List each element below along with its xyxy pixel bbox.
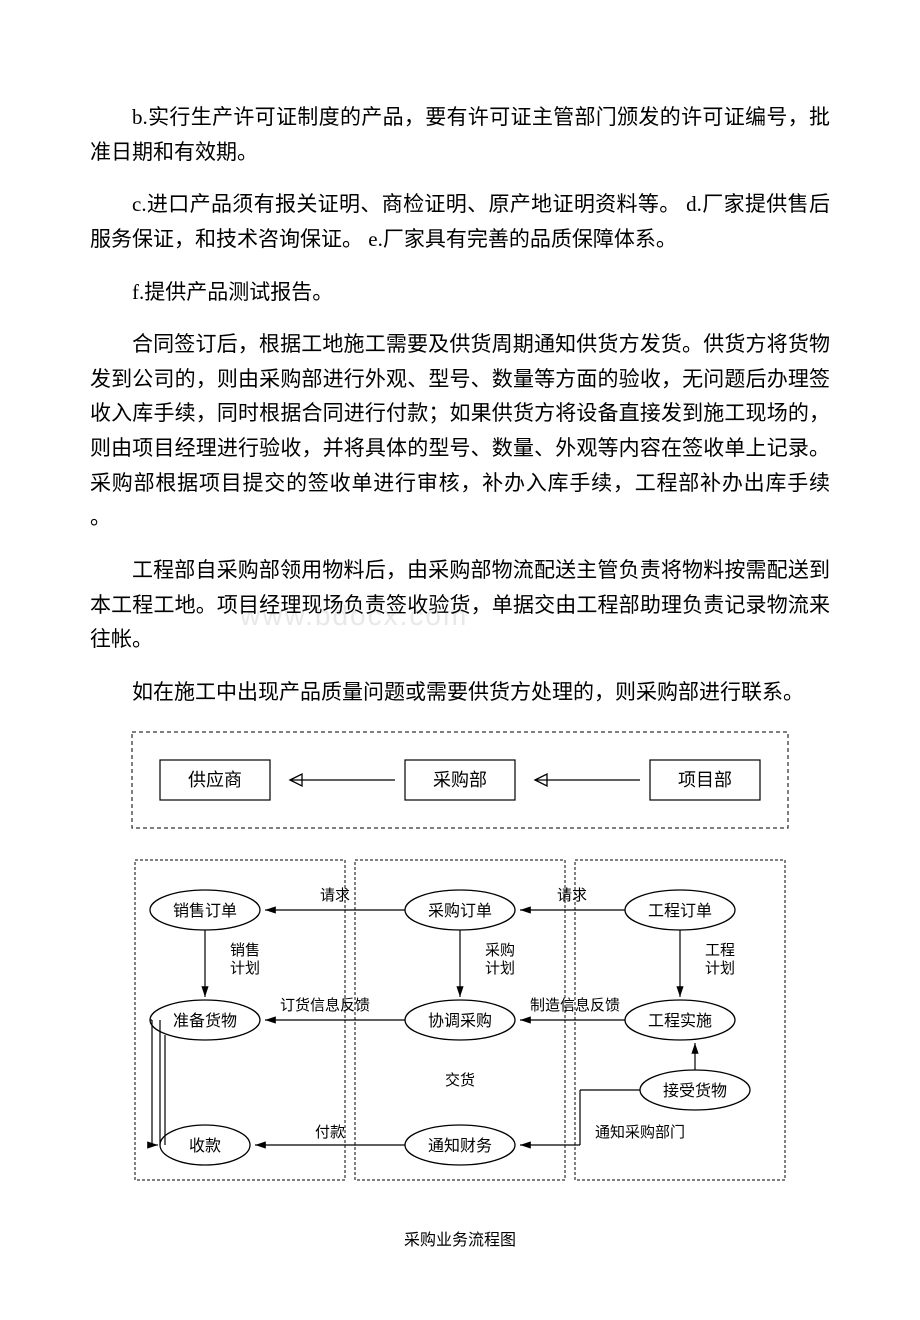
svg-text:通知财务: 通知财务 [428,1137,492,1155]
svg-text:准备货物: 准备货物 [173,1012,237,1030]
box-project: 项目部 [678,770,732,790]
paragraph-logistics: 工程部自采购部领用物料后，由采购部物流配送主管负责将物料按需配送到本工程工地。项… [90,553,830,657]
svg-text:计划: 计划 [705,960,735,977]
svg-text:请求: 请求 [557,887,587,904]
procurement-flowchart: 销售订单 采购订单 工程订单 准备货物 协调采购 工程实施 收款 通知财务 接受… [130,855,790,1250]
paragraph-f: f.提供产品测试报告。 [90,275,830,310]
svg-text:销售订单: 销售订单 [173,902,237,920]
svg-text:工程: 工程 [705,942,735,959]
svg-text:计划: 计划 [230,960,260,977]
paragraph-quality: 如在施工中出现产品质量问题或需要供货方处理的，则采购部进行联系。 [90,675,830,710]
box-supplier: 供应商 [188,770,242,790]
svg-text:交货: 交货 [445,1071,475,1089]
top-flow-diagram: 供应商 采购部 项目部 [130,730,790,835]
svg-text:制造信息反馈: 制造信息反馈 [530,997,620,1014]
svg-text:协调采购: 协调采购 [428,1012,492,1030]
svg-text:订货信息反馈: 订货信息反馈 [280,997,370,1014]
svg-text:付款: 付款 [315,1124,345,1141]
svg-text:请求: 请求 [320,887,350,904]
svg-text:接受货物: 接受货物 [663,1082,727,1100]
paragraph-cde: c.进口产品须有报关证明、商检证明、原产地证明资料等。 d.厂家提供售后服务保证… [90,187,830,256]
svg-text:计划: 计划 [485,960,515,977]
paragraph-contract: 合同签订后，根据工地施工需要及供货周期通知供货方发货。供货方将货物发到公司的，则… [90,327,830,535]
paragraph-b: b.实行生产许可证制度的产品，要有许可证主管部门颁发的许可证编号，批准日期和有效… [90,100,830,169]
svg-text:工程订单: 工程订单 [648,902,712,920]
svg-text:收款: 收款 [189,1137,221,1155]
flowchart-caption: 采购业务流程图 [130,1226,790,1250]
svg-text:采购订单: 采购订单 [428,902,492,920]
box-purchasing: 采购部 [433,770,487,790]
svg-text:销售: 销售 [230,942,260,959]
svg-text:采购: 采购 [485,942,515,959]
svg-text:通知采购部门: 通知采购部门 [595,1124,685,1141]
svg-text:工程实施: 工程实施 [648,1012,712,1030]
